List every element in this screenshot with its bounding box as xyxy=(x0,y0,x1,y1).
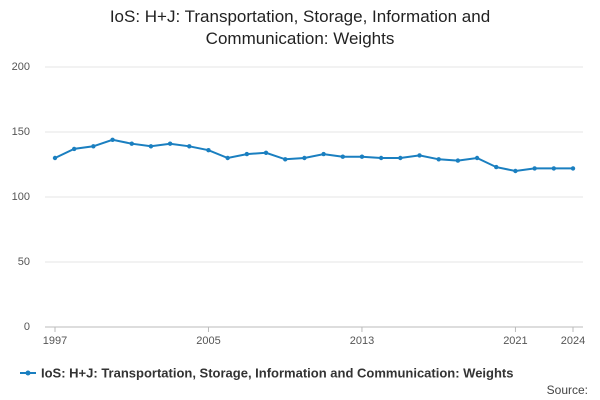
x-tick-label: 2005 xyxy=(196,335,220,347)
point xyxy=(302,155,307,161)
line xyxy=(54,138,573,173)
point xyxy=(417,153,422,158)
legend-marker xyxy=(25,370,31,376)
point xyxy=(513,168,518,174)
point xyxy=(551,166,557,171)
point xyxy=(167,141,173,146)
point xyxy=(110,137,115,142)
y-tick-label: 150 xyxy=(12,126,30,138)
x-tick-label: 2024 xyxy=(561,335,585,347)
chart-title: IoS: H+J: Transportation, Storage, Infor… xyxy=(109,7,491,48)
point xyxy=(263,150,269,155)
point xyxy=(91,144,96,149)
point xyxy=(570,166,576,171)
legend-label: IoS: H+J: Transportation, Storage, Infor… xyxy=(41,365,513,380)
point xyxy=(206,148,211,153)
point xyxy=(340,154,345,159)
point xyxy=(378,155,384,161)
source: Source: xyxy=(547,383,588,397)
y-tick-label: 100 xyxy=(12,191,30,203)
point xyxy=(359,154,365,159)
x-tick-label: 2013 xyxy=(350,335,374,347)
point xyxy=(187,144,192,149)
y-tick-label: 50 xyxy=(18,256,30,268)
point xyxy=(494,164,499,170)
point xyxy=(398,155,403,161)
point xyxy=(71,146,77,152)
y-tick-label: 0 xyxy=(24,321,30,333)
point xyxy=(129,141,134,146)
point xyxy=(436,157,441,162)
point xyxy=(148,144,154,149)
x-tick-label: 1997 xyxy=(43,335,67,347)
x-tick-label: 2021 xyxy=(503,335,527,347)
point xyxy=(474,155,480,161)
point xyxy=(52,155,58,161)
point xyxy=(455,158,461,163)
y-tick-label: 200 xyxy=(12,61,30,73)
point xyxy=(321,151,326,157)
point xyxy=(225,155,230,161)
point xyxy=(532,166,537,171)
point xyxy=(244,151,250,157)
point xyxy=(283,157,288,162)
